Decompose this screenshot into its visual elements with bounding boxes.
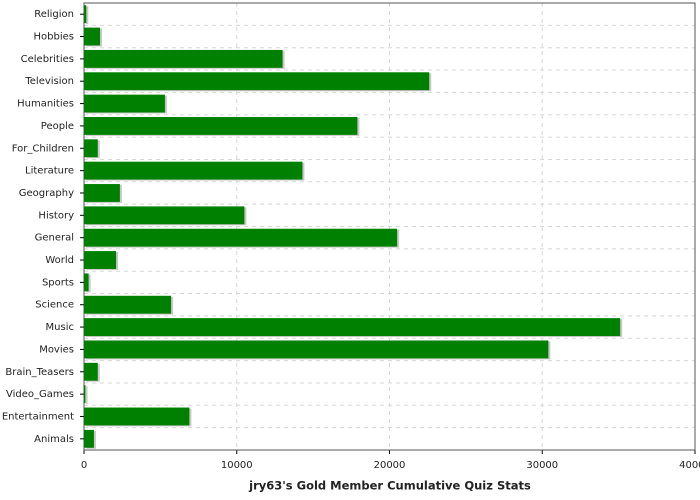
bar: [84, 228, 398, 247]
y-tick-label: Television: [24, 76, 74, 87]
y-tick-label: Brain_Teasers: [5, 367, 74, 378]
y-tick-label: Sports: [42, 277, 74, 288]
y-tick-label: People: [41, 121, 74, 132]
bar: [84, 49, 283, 68]
plot-frame: [83, 2, 696, 451]
bar: [84, 139, 98, 158]
bar-shadow: [86, 6, 89, 25]
bar: [84, 362, 98, 381]
bar: [84, 206, 245, 225]
y-tick-label: Religion: [34, 9, 74, 20]
bar: [84, 116, 358, 135]
y-tick-label: For_Children: [12, 143, 74, 154]
bar: [84, 27, 101, 46]
y-tick-label: History: [38, 210, 74, 221]
bar: [84, 94, 165, 113]
y-tick-label: Humanities: [17, 99, 74, 110]
x-tick-label: 10000: [221, 460, 253, 471]
y-tick-label: Science: [35, 300, 74, 311]
bar: [84, 5, 87, 24]
y-tick-label: World: [45, 255, 74, 266]
y-tick-label: Hobbies: [34, 32, 74, 43]
x-tick-label: 30000: [526, 460, 558, 471]
y-tick-label: Music: [46, 322, 74, 333]
y-tick-label: Video_Games: [6, 389, 74, 400]
y-tick-label: Geography: [19, 188, 74, 199]
bar: [84, 184, 120, 202]
x-tick-label: 40000: [679, 460, 700, 471]
bar: [84, 72, 430, 91]
x-tick-label: 20000: [374, 460, 406, 471]
bar: [84, 429, 94, 448]
y-tick-label: Literature: [25, 166, 74, 177]
bar: [84, 385, 86, 404]
bar: [84, 251, 117, 269]
chart-title: jry63's Gold Member Cumulative Quiz Stat…: [248, 479, 531, 493]
bar: [84, 295, 172, 314]
bar: [84, 273, 89, 292]
bar: [84, 318, 621, 337]
bar: [84, 340, 549, 359]
y-tick-label: Celebrities: [21, 54, 74, 65]
y-tick-label: General: [35, 233, 74, 244]
bar: [84, 407, 190, 426]
x-tick-label: 0: [81, 460, 87, 471]
y-tick-label: Animals: [34, 434, 74, 445]
y-tick-label: Movies: [39, 344, 74, 355]
bar-shadow: [86, 386, 88, 405]
bar: [84, 161, 303, 180]
y-tick-label: Entertainment: [2, 411, 74, 422]
